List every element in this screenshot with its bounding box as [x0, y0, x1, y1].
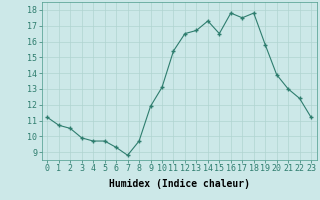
X-axis label: Humidex (Indice chaleur): Humidex (Indice chaleur)	[109, 179, 250, 189]
